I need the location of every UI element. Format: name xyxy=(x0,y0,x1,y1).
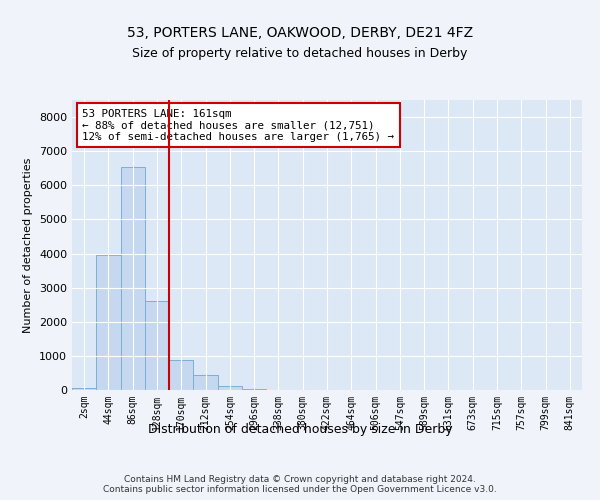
Bar xyxy=(169,360,193,390)
Bar xyxy=(96,255,121,390)
Y-axis label: Number of detached properties: Number of detached properties xyxy=(23,158,34,332)
Bar xyxy=(218,386,242,390)
Bar xyxy=(121,166,145,390)
Text: Contains HM Land Registry data © Crown copyright and database right 2024.
Contai: Contains HM Land Registry data © Crown c… xyxy=(103,475,497,494)
Bar xyxy=(242,388,266,390)
Text: 53 PORTERS LANE: 161sqm
← 88% of detached houses are smaller (12,751)
12% of sem: 53 PORTERS LANE: 161sqm ← 88% of detache… xyxy=(82,108,394,142)
Bar xyxy=(72,388,96,390)
Bar xyxy=(193,376,218,390)
Bar xyxy=(145,302,169,390)
Text: Distribution of detached houses by size in Derby: Distribution of detached houses by size … xyxy=(148,422,452,436)
Text: 53, PORTERS LANE, OAKWOOD, DERBY, DE21 4FZ: 53, PORTERS LANE, OAKWOOD, DERBY, DE21 4… xyxy=(127,26,473,40)
Text: Size of property relative to detached houses in Derby: Size of property relative to detached ho… xyxy=(133,47,467,60)
